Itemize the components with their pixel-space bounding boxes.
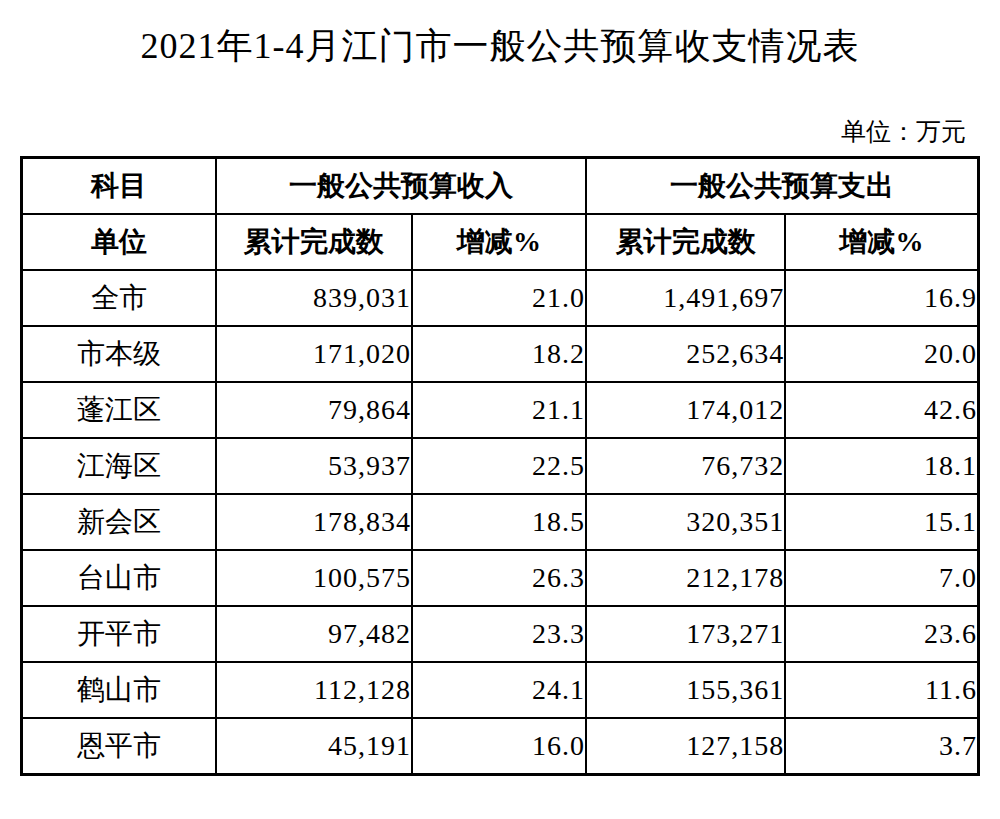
table-row: 恩平市 45,191 16.0 127,158 3.7	[22, 718, 979, 775]
subheader-revenue-change: 增减%	[412, 214, 586, 270]
budget-table: 科目 一般公共预算收入 一般公共预算支出 单位 累计完成数 增减% 累计完成数 …	[20, 156, 980, 776]
revenue-change-cell: 22.5	[412, 438, 586, 494]
expenditure-cell: 173,271	[586, 606, 785, 662]
revenue-change-cell: 24.1	[412, 662, 586, 718]
region-name-cell: 鹤山市	[22, 662, 216, 718]
expenditure-change-cell: 11.6	[785, 662, 978, 718]
table-row: 市本级 171,020 18.2 252,634 20.0	[22, 326, 979, 382]
revenue-change-cell: 21.1	[412, 382, 586, 438]
revenue-change-cell: 16.0	[412, 718, 586, 775]
expenditure-cell: 127,158	[586, 718, 785, 775]
expenditure-cell: 76,732	[586, 438, 785, 494]
revenue-change-cell: 18.2	[412, 326, 586, 382]
expenditure-change-cell: 20.0	[785, 326, 978, 382]
expenditure-change-cell: 18.1	[785, 438, 978, 494]
region-name-cell: 新会区	[22, 494, 216, 550]
expenditure-change-cell: 16.9	[785, 270, 978, 326]
table-row: 新会区 178,834 18.5 320,351 15.1	[22, 494, 979, 550]
expenditure-change-cell: 3.7	[785, 718, 978, 775]
table-row: 开平市 97,482 23.3 173,271 23.6	[22, 606, 979, 662]
group-header-row: 科目 一般公共预算收入 一般公共预算支出	[22, 158, 979, 215]
expenditure-cell: 1,491,697	[586, 270, 785, 326]
region-name-cell: 江海区	[22, 438, 216, 494]
region-name-cell: 全市	[22, 270, 216, 326]
subheader-expenditure-cumulative: 累计完成数	[586, 214, 785, 270]
expenditure-change-cell: 23.6	[785, 606, 978, 662]
expenditure-cell: 174,012	[586, 382, 785, 438]
revenue-cell: 112,128	[216, 662, 412, 718]
revenue-cell: 171,020	[216, 326, 412, 382]
revenue-cell: 53,937	[216, 438, 412, 494]
subheader-expenditure-change: 增减%	[785, 214, 978, 270]
sub-header-row: 单位 累计完成数 增减% 累计完成数 增减%	[22, 214, 979, 270]
region-name-cell: 市本级	[22, 326, 216, 382]
revenue-cell: 178,834	[216, 494, 412, 550]
corner-unit-cell: 单位	[22, 214, 216, 270]
region-name-cell: 恩平市	[22, 718, 216, 775]
unit-note: 单位：万元	[20, 115, 980, 148]
subheader-revenue-cumulative: 累计完成数	[216, 214, 412, 270]
region-name-cell: 蓬江区	[22, 382, 216, 438]
revenue-change-cell: 18.5	[412, 494, 586, 550]
expenditure-group-header: 一般公共预算支出	[586, 158, 978, 215]
revenue-cell: 100,575	[216, 550, 412, 606]
table-row: 蓬江区 79,864 21.1 174,012 42.6	[22, 382, 979, 438]
table-row: 台山市 100,575 26.3 212,178 7.0	[22, 550, 979, 606]
revenue-change-cell: 26.3	[412, 550, 586, 606]
revenue-change-cell: 21.0	[412, 270, 586, 326]
page-title: 2021年1-4月江门市一般公共预算收支情况表	[0, 22, 1000, 71]
expenditure-change-cell: 15.1	[785, 494, 978, 550]
table-row: 鹤山市 112,128 24.1 155,361 11.6	[22, 662, 979, 718]
table-row: 全市 839,031 21.0 1,491,697 16.9	[22, 270, 979, 326]
revenue-cell: 79,864	[216, 382, 412, 438]
expenditure-cell: 252,634	[586, 326, 785, 382]
region-name-cell: 开平市	[22, 606, 216, 662]
corner-subject-cell: 科目	[22, 158, 216, 215]
expenditure-change-cell: 7.0	[785, 550, 978, 606]
expenditure-cell: 155,361	[586, 662, 785, 718]
revenue-change-cell: 23.3	[412, 606, 586, 662]
revenue-cell: 839,031	[216, 270, 412, 326]
region-name-cell: 台山市	[22, 550, 216, 606]
expenditure-change-cell: 42.6	[785, 382, 978, 438]
expenditure-cell: 320,351	[586, 494, 785, 550]
table-row: 江海区 53,937 22.5 76,732 18.1	[22, 438, 979, 494]
revenue-group-header: 一般公共预算收入	[216, 158, 586, 215]
expenditure-cell: 212,178	[586, 550, 785, 606]
revenue-cell: 45,191	[216, 718, 412, 775]
revenue-cell: 97,482	[216, 606, 412, 662]
